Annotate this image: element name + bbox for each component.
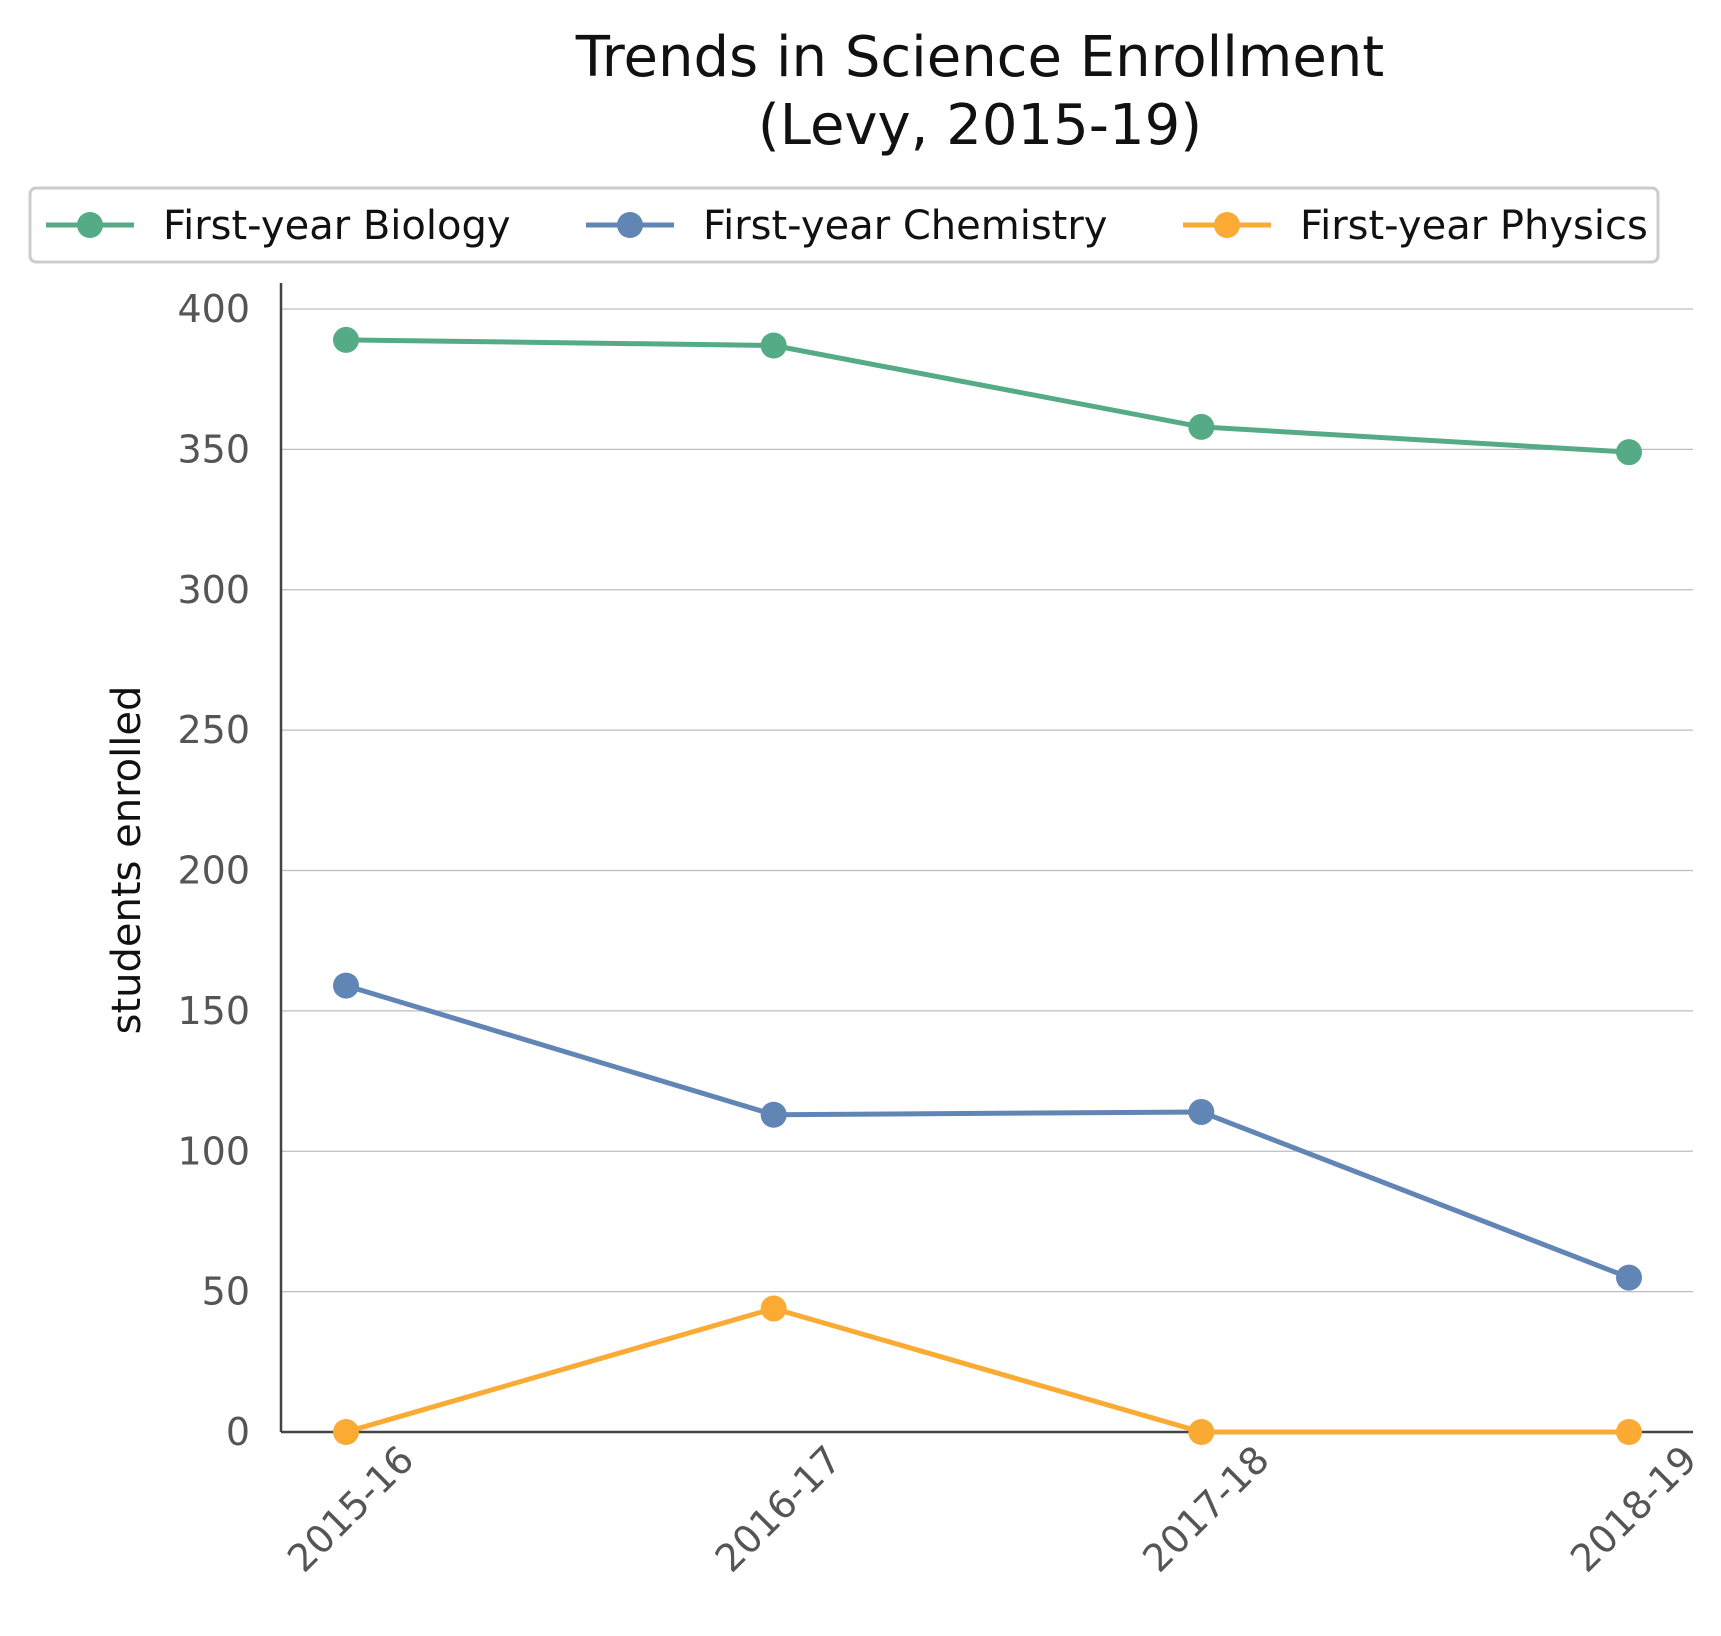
data-point — [760, 1101, 787, 1128]
data-point — [333, 972, 359, 999]
data-point — [333, 1419, 359, 1445]
legend-frame — [28, 186, 1660, 264]
series-1 — [333, 972, 1642, 1291]
data-point — [1188, 1419, 1215, 1445]
data-point — [1616, 1419, 1642, 1445]
chart-title: Trends in Science Enrollment (Levy, 2015… — [575, 25, 1384, 158]
data-point — [760, 1295, 787, 1322]
y-tick-label: 0 — [226, 1410, 250, 1454]
legend-marker-swatch — [77, 212, 103, 238]
legend-marker-swatch — [1214, 212, 1240, 238]
x-tick-label: 2017-18 — [1134, 1437, 1277, 1580]
y-tick-label: 400 — [177, 287, 250, 331]
legend-label: First-year Chemistry — [703, 203, 1107, 249]
y-tick-label: 100 — [177, 1129, 250, 1173]
data-point — [333, 326, 359, 353]
y-tick-label: 250 — [177, 708, 250, 752]
x-tick-labels: 2015-16 2016-17 2017-18 2018-19 — [279, 1437, 1705, 1580]
legend: First-year Biology First-year Chemistry Fi… — [28, 186, 1660, 264]
y-tick-label: 200 — [177, 849, 250, 893]
y-tick-labels: 0 50 100 150 200 250 300 350 400 — [177, 287, 250, 1454]
y-tick-label: 50 — [202, 1270, 250, 1314]
y-tick-label: 300 — [177, 568, 250, 612]
x-tick-label: 2015-16 — [279, 1437, 422, 1580]
series-group — [333, 326, 1642, 1445]
x-tick-label: 2016-17 — [707, 1437, 850, 1580]
legend-item: First-year Physics — [1183, 203, 1648, 249]
legend-item: First-year Biology — [46, 203, 511, 249]
legend-label: First-year Biology — [163, 203, 511, 249]
gridlines — [281, 308, 1693, 1293]
y-axis-label: students enrolled — [104, 686, 150, 1035]
data-point — [1616, 1264, 1642, 1291]
y-tick-label: 350 — [177, 427, 250, 471]
axes — [279, 283, 1693, 1434]
data-point — [1188, 1098, 1215, 1125]
series-0 — [333, 326, 1642, 466]
data-point — [1188, 413, 1215, 440]
x-tick-label: 2018-19 — [1562, 1437, 1705, 1580]
series-line — [345, 983, 1630, 1280]
chart-title-line: Trends in Science Enrollment — [575, 25, 1384, 90]
series-line — [345, 337, 1630, 455]
data-point — [760, 332, 787, 359]
data-point — [1616, 439, 1642, 466]
y-tick-label: 150 — [177, 989, 250, 1033]
legend-marker-swatch — [617, 212, 643, 238]
legend-item: First-year Chemistry — [586, 203, 1107, 249]
series-line — [345, 1305, 1629, 1435]
legend-label: First-year Physics — [1300, 203, 1648, 249]
series-2 — [333, 1295, 1642, 1445]
chart-subtitle-line: (Levy, 2015-19) — [758, 93, 1202, 158]
